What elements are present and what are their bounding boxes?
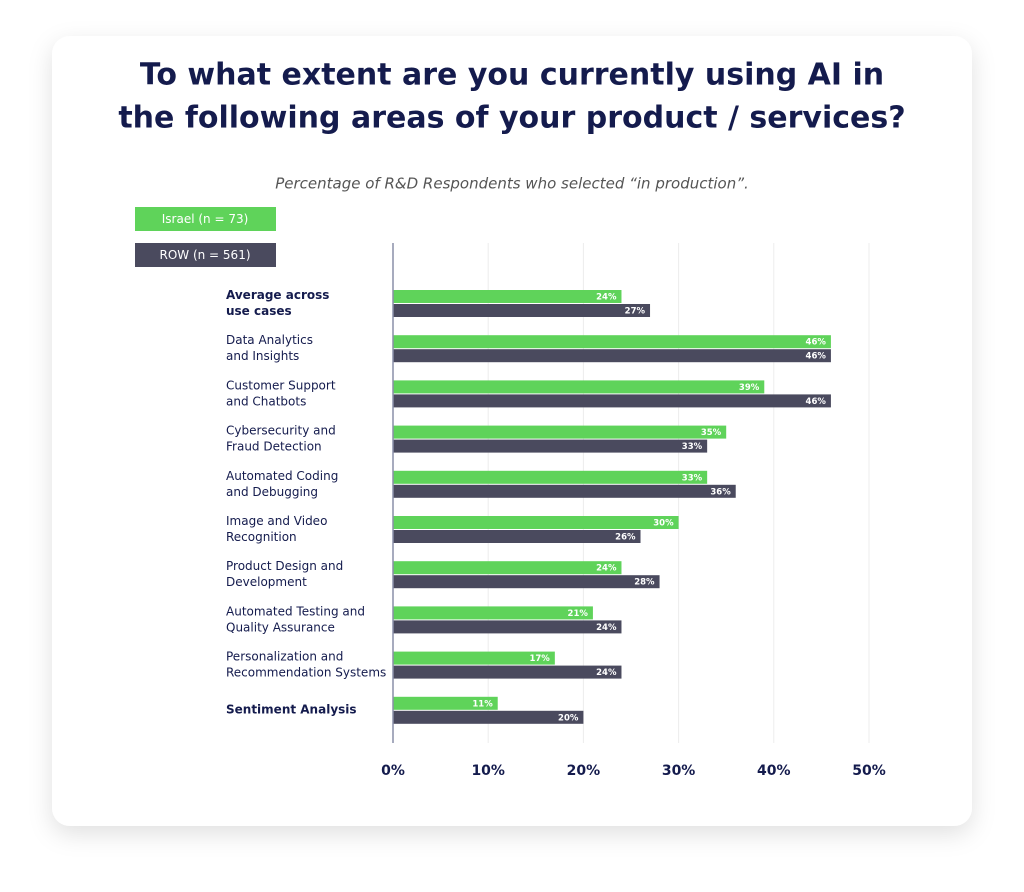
bar [393,561,622,575]
bar [393,606,593,620]
legend-label: ROW (n = 561) [159,248,250,262]
category-label: Cybersecurity and Fraud Detection [226,423,336,453]
value-label: 28% [634,578,655,588]
bar [393,484,736,498]
value-label: 17% [529,654,550,664]
value-label: 39% [739,383,760,393]
category-label: Personalization and Recommendation System… [226,649,386,679]
category-label: Product Design and Development [226,559,343,589]
bar [393,290,622,303]
bar [393,394,831,408]
value-label: 24% [596,293,617,303]
bar [393,425,727,439]
value-label: 27% [625,307,646,317]
value-label: 11% [472,699,493,709]
category-label: Customer Support and Chatbots [226,378,336,408]
bar [393,665,622,679]
value-label: 36% [710,487,731,497]
x-tick-label: 50% [852,763,886,779]
bar [393,516,679,529]
bar [393,439,708,453]
bar [393,710,584,724]
bar [393,530,641,543]
bar [393,335,831,349]
legend-swatch [135,243,276,267]
chart-subtitle: Percentage of R&D Respondents who select… [275,175,749,193]
x-tick-label: 40% [757,763,791,779]
value-label: 20% [558,713,579,723]
value-label: 26% [615,533,636,543]
bar [393,620,622,634]
value-label: 46% [806,397,827,407]
bar [393,349,831,363]
value-label: 35% [701,428,722,438]
category-label: Data Analytics and Insights [226,333,313,363]
x-tick-label: 10% [471,763,505,779]
x-tick-label: 20% [567,763,601,779]
legend-label: Israel (n = 73) [162,212,249,226]
value-label: 24% [596,623,617,633]
category-label: Automated Testing and Quality Assurance [226,604,365,634]
value-label: 30% [653,519,674,529]
value-label: 21% [568,609,589,619]
x-tick-label: 0% [381,763,405,779]
bar [393,696,498,710]
bar [393,575,660,589]
bar [393,304,651,317]
category-label: Automated Coding and Debugging [226,468,338,498]
x-tick-label: 30% [662,763,696,779]
value-label: 24% [596,668,617,678]
value-label: 46% [806,338,827,348]
value-label: 33% [682,442,703,452]
value-label: 46% [806,352,827,362]
category-label: Image and Video Recognition [226,514,327,544]
category-label: Sentiment Analysis [226,702,357,716]
value-label: 33% [682,473,703,483]
value-label: 24% [596,564,617,574]
bar [393,651,555,665]
bar [393,380,765,394]
legend-swatch [135,207,276,231]
chart-title: To what extent are you currently using A… [118,57,905,135]
bar [393,470,708,484]
category-label: Average across use cases [226,288,329,318]
